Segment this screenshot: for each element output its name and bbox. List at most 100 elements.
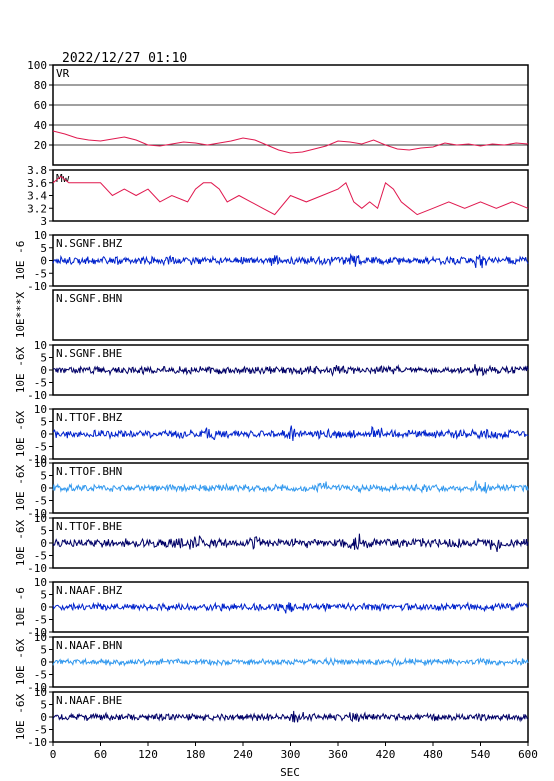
y-tick-label: 100 — [27, 59, 47, 72]
x-tick-label: 420 — [376, 748, 396, 761]
y-tick-label: 5 — [40, 242, 47, 255]
y-tick-label: 10 — [34, 631, 47, 644]
x-tick-label: 480 — [423, 748, 443, 761]
y-tick-label: 10 — [34, 339, 47, 352]
y-tick-label: 5 — [40, 699, 47, 712]
y-axis-label: 10E -6X — [14, 519, 27, 566]
y-tick-label: -5 — [34, 441, 47, 454]
y-tick-label: 0 — [40, 601, 47, 614]
panel-stack: 20406080100VR33.23.43.63.8Mw-10-5051010E… — [14, 59, 529, 749]
y-tick-label: 10 — [34, 576, 47, 589]
y-axis-label: 10E -6X — [14, 693, 27, 740]
y-tick-label: 0 — [40, 537, 47, 550]
y-axis-label: 10E***X — [14, 291, 27, 338]
trace-ttof-bhe — [52, 533, 529, 553]
y-tick-label: 5 — [40, 589, 47, 602]
y-tick-label: -5 — [34, 724, 47, 737]
y-tick-label: -5 — [34, 614, 47, 627]
panel-name: N.TTOF.BHE — [56, 520, 122, 533]
y-tick-label: 10 — [34, 686, 47, 699]
y-axis-label: 10E -6X — [14, 464, 27, 511]
y-tick-label: -10 — [27, 280, 47, 293]
y-tick-label: -10 — [27, 389, 47, 402]
trace-ttof-bhn — [52, 480, 529, 494]
y-tick-label: 0 — [40, 482, 47, 495]
y-tick-label: 0 — [40, 428, 47, 441]
panel-mw: 33.23.43.63.8Mw — [27, 164, 529, 228]
y-tick-label: -5 — [34, 669, 47, 682]
y-axis-label: 10E -6 — [14, 241, 27, 281]
panel-frame — [52, 289, 529, 341]
x-tick-label: 120 — [138, 748, 158, 761]
y-tick-label: 3.4 — [27, 190, 47, 203]
panel-name: N.NAAF.BHE — [56, 694, 122, 707]
y-tick-label: 0 — [40, 364, 47, 377]
y-tick-label: 40 — [34, 119, 47, 132]
y-tick-label: 0 — [40, 711, 47, 724]
y-tick-label: -5 — [34, 267, 47, 280]
panel-name: N.TTOF.BHZ — [56, 411, 123, 424]
x-axis-label: SEC — [280, 766, 300, 779]
trace-naaf-bhz — [52, 601, 529, 614]
x-tick-label: 180 — [186, 748, 206, 761]
y-tick-label: 10 — [34, 403, 47, 416]
trace-ttof-bhz — [52, 425, 529, 441]
x-tick-label: 600 — [518, 748, 538, 761]
panel-name: N.SGNF.BHZ — [56, 237, 123, 250]
y-tick-label: 5 — [40, 352, 47, 365]
panel-name: N.SGNF.BHN — [56, 292, 122, 305]
y-tick-label: -10 — [27, 562, 47, 575]
x-tick-label: 60 — [94, 748, 107, 761]
y-tick-label: 80 — [34, 79, 47, 92]
trace-sgnf-bhz — [52, 252, 529, 269]
x-tick-label: 300 — [281, 748, 301, 761]
y-axis-label: 10E -6X — [14, 410, 27, 457]
y-tick-label: 5 — [40, 644, 47, 657]
y-tick-label: 0 — [40, 656, 47, 669]
y-tick-label: 10 — [34, 457, 47, 470]
y-tick-label: -5 — [34, 550, 47, 563]
x-axis: 0 60 120 180 240 300 360 420 480 540 600 — [50, 742, 538, 761]
series-line-mw — [52, 175, 529, 216]
panel-name: N.NAAF.BHN — [56, 639, 122, 652]
y-tick-label: -5 — [34, 377, 47, 390]
y-tick-label: -5 — [34, 495, 47, 508]
datetime-label: 2022/12/27 01:10 — [62, 51, 187, 66]
y-tick-label: 3.2 — [27, 202, 47, 215]
panel-name: N.TTOF.BHN — [56, 465, 122, 478]
series-line-vr — [52, 130, 529, 154]
y-tick-label: 20 — [34, 139, 47, 152]
y-tick-label: 3 — [40, 215, 47, 228]
y-tick-label: -10 — [27, 681, 47, 694]
panel-sgnf-bhn: 10E***X N.SGNF.BHN — [14, 289, 529, 341]
trace-naaf-bhe — [52, 710, 529, 723]
y-axis-label: 10E -6 — [14, 587, 27, 627]
trace-sgnf-bhe — [52, 364, 529, 377]
y-tick-label: -10 — [27, 736, 47, 749]
x-tick-label: 540 — [471, 748, 491, 761]
y-tick-label: 10 — [34, 229, 47, 242]
x-tick-label: 360 — [328, 748, 348, 761]
x-tick-label: 240 — [233, 748, 253, 761]
y-tick-label: 5 — [40, 470, 47, 483]
panel-name: VR — [56, 67, 70, 80]
y-tick-label: 3.8 — [27, 164, 47, 177]
y-tick-label: 0 — [40, 255, 47, 268]
panel-frame — [52, 64, 529, 166]
y-tick-label: 3.6 — [27, 177, 47, 190]
y-axis-label: 10E -6X — [14, 346, 27, 393]
y-tick-label: -10 — [27, 626, 47, 639]
panel-name: N.NAAF.BHZ — [56, 584, 123, 597]
y-tick-label: 5 — [40, 416, 47, 429]
y-tick-label: -10 — [27, 507, 47, 520]
x-tick-label: 0 — [50, 748, 57, 761]
